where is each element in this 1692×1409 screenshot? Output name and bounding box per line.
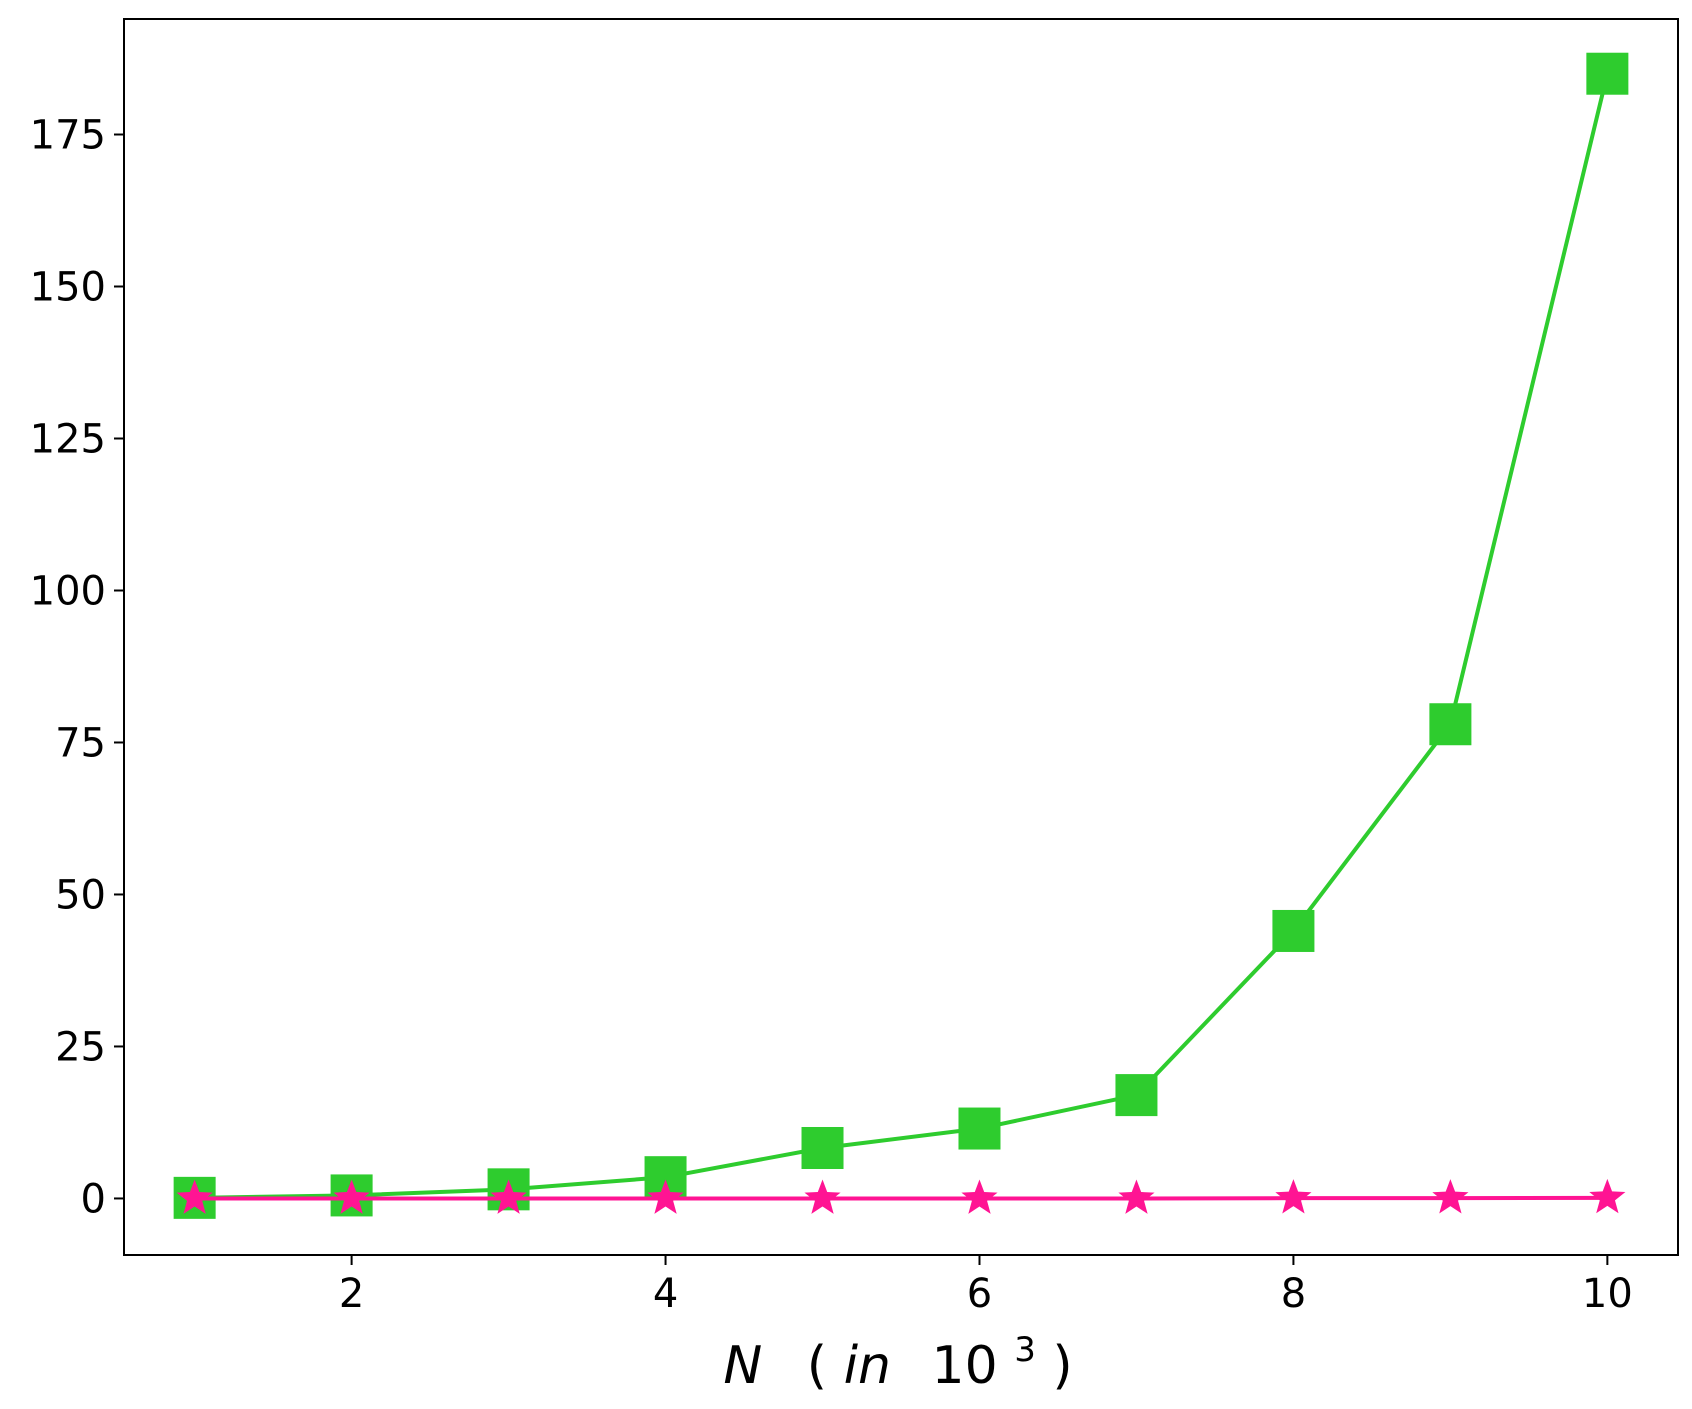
series-2 — [176, 1178, 1626, 1214]
data-point — [1115, 1074, 1158, 1117]
x-tick-label: 4 — [653, 1271, 678, 1317]
y-tick-label: 75 — [55, 720, 106, 766]
y-tick-label: 50 — [55, 872, 106, 918]
data-point — [1118, 1179, 1155, 1214]
x-axis-close-paren: ) — [1052, 1336, 1072, 1396]
data-point — [1429, 703, 1472, 746]
y-axis: 0 25 50 75 100 125 150 175 — [30, 113, 124, 1222]
x-axis-exponent: 3 — [1014, 1330, 1036, 1370]
series-layer — [173, 52, 1629, 1219]
data-point — [1272, 909, 1315, 952]
data-point — [1589, 1178, 1626, 1214]
x-tick-label: 10 — [1582, 1271, 1633, 1317]
x-axis-title: N ( in 10 3 ) — [723, 1314, 1072, 1396]
data-point — [801, 1126, 844, 1169]
y-tick-label: 150 — [30, 265, 106, 311]
y-tick-label: 25 — [55, 1024, 106, 1070]
data-point — [333, 1179, 370, 1214]
x-axis-word: in — [844, 1336, 891, 1396]
x-tick-label: 2 — [339, 1271, 364, 1317]
x-axis: 2 4 6 8 10 — [339, 1255, 1633, 1317]
y-tick-label: 125 — [30, 416, 106, 462]
data-point — [1586, 52, 1629, 95]
data-point — [1432, 1179, 1469, 1214]
data-point — [1275, 1179, 1312, 1214]
x-tick-label: 8 — [1281, 1271, 1306, 1317]
x-tick-label: 6 — [967, 1271, 992, 1317]
plot-area — [124, 19, 1678, 1255]
plot-frame — [123, 18, 1679, 1256]
series-line — [194, 1195, 1608, 1201]
data-point — [176, 1179, 213, 1214]
series-line — [194, 73, 1610, 1200]
data-point — [961, 1179, 998, 1214]
data-point — [647, 1179, 684, 1214]
x-axis-variable: N — [723, 1336, 762, 1396]
y-tick-label: 100 — [30, 568, 106, 614]
data-point — [490, 1179, 527, 1214]
data-point — [958, 1107, 1001, 1150]
x-axis-open-paren: ( — [807, 1336, 827, 1396]
y-tick-label: 0 — [81, 1176, 106, 1222]
x-axis-base: 10 — [932, 1336, 998, 1396]
y-tick-label: 175 — [30, 113, 106, 159]
data-point — [804, 1179, 841, 1214]
